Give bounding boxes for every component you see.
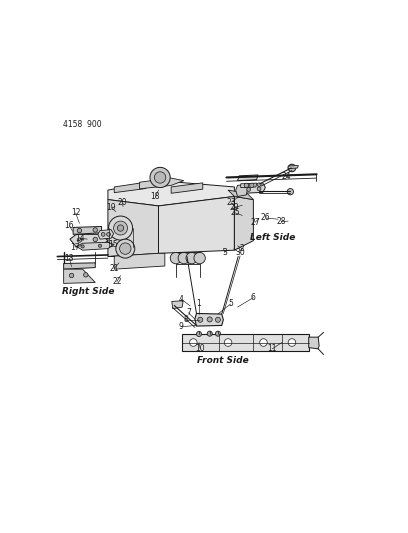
Polygon shape	[98, 230, 113, 239]
Polygon shape	[158, 197, 234, 253]
Text: 9: 9	[179, 322, 184, 331]
Text: 28: 28	[277, 217, 286, 226]
Circle shape	[288, 339, 296, 346]
Polygon shape	[70, 235, 108, 247]
Circle shape	[189, 339, 197, 346]
Text: 8: 8	[183, 315, 188, 324]
Circle shape	[207, 331, 212, 336]
Polygon shape	[172, 301, 183, 309]
Polygon shape	[241, 183, 257, 188]
Text: 27: 27	[250, 218, 260, 227]
Circle shape	[170, 253, 182, 264]
Circle shape	[69, 273, 74, 278]
Circle shape	[244, 183, 248, 188]
Polygon shape	[108, 253, 165, 269]
Polygon shape	[140, 178, 184, 189]
Circle shape	[109, 216, 133, 240]
Text: Front Side: Front Side	[197, 356, 249, 365]
Circle shape	[257, 187, 261, 191]
Circle shape	[288, 164, 296, 172]
Text: 13: 13	[64, 254, 74, 263]
Text: 20: 20	[118, 198, 127, 207]
Polygon shape	[64, 263, 95, 269]
Polygon shape	[182, 334, 309, 351]
Text: 2: 2	[240, 244, 245, 253]
Circle shape	[287, 189, 293, 195]
Circle shape	[113, 221, 128, 235]
Circle shape	[215, 317, 220, 322]
Circle shape	[198, 317, 203, 322]
Circle shape	[247, 188, 251, 191]
Text: 29: 29	[230, 203, 239, 212]
Text: 19: 19	[106, 203, 116, 212]
Circle shape	[259, 339, 267, 346]
Circle shape	[178, 253, 189, 264]
Circle shape	[247, 183, 251, 187]
Circle shape	[93, 228, 98, 232]
Circle shape	[257, 183, 261, 187]
Text: 4158  900: 4158 900	[63, 120, 102, 129]
Text: 23: 23	[226, 198, 236, 207]
Polygon shape	[236, 184, 248, 197]
Text: 4: 4	[179, 295, 184, 304]
Polygon shape	[171, 183, 203, 193]
Polygon shape	[114, 182, 146, 192]
Text: 12: 12	[71, 208, 80, 217]
Circle shape	[81, 245, 84, 248]
Circle shape	[77, 228, 82, 233]
Circle shape	[207, 317, 212, 322]
Polygon shape	[228, 190, 253, 199]
Text: 30: 30	[235, 248, 245, 257]
Polygon shape	[76, 243, 114, 250]
Text: 15: 15	[108, 240, 118, 249]
Text: 26: 26	[261, 213, 270, 222]
Circle shape	[224, 339, 232, 346]
Circle shape	[93, 237, 98, 241]
Circle shape	[197, 332, 202, 336]
Text: 7: 7	[186, 308, 191, 317]
Text: 22: 22	[112, 277, 122, 286]
Circle shape	[106, 232, 111, 236]
Text: Left Side: Left Side	[250, 233, 295, 242]
Circle shape	[250, 183, 254, 188]
Polygon shape	[309, 337, 319, 349]
Polygon shape	[73, 227, 102, 235]
Polygon shape	[288, 165, 298, 168]
Text: 21: 21	[109, 264, 119, 273]
Text: 16: 16	[64, 221, 74, 230]
Text: 3: 3	[222, 248, 227, 257]
Circle shape	[120, 243, 131, 254]
Text: 25: 25	[230, 208, 240, 217]
Circle shape	[116, 239, 135, 258]
Circle shape	[98, 244, 102, 247]
Circle shape	[150, 167, 170, 188]
Polygon shape	[64, 269, 95, 284]
Polygon shape	[108, 199, 158, 256]
Text: 6: 6	[251, 293, 256, 302]
Polygon shape	[195, 313, 223, 326]
Text: 11: 11	[268, 344, 277, 353]
Text: 24: 24	[282, 172, 291, 181]
Circle shape	[84, 273, 88, 277]
Circle shape	[186, 253, 197, 264]
Circle shape	[118, 225, 124, 231]
Circle shape	[194, 253, 205, 264]
Polygon shape	[234, 197, 253, 250]
Circle shape	[215, 331, 220, 336]
Text: Right Side: Right Side	[62, 287, 115, 296]
Text: 5: 5	[228, 300, 233, 309]
Circle shape	[154, 172, 166, 183]
Text: 14: 14	[75, 233, 85, 243]
Text: 1: 1	[197, 300, 202, 309]
Polygon shape	[108, 181, 234, 206]
Text: 10: 10	[195, 344, 205, 353]
Circle shape	[101, 232, 105, 236]
Polygon shape	[242, 184, 265, 193]
Text: 17: 17	[70, 243, 80, 252]
Circle shape	[77, 238, 82, 243]
Text: 18: 18	[151, 192, 160, 201]
Polygon shape	[237, 175, 258, 181]
